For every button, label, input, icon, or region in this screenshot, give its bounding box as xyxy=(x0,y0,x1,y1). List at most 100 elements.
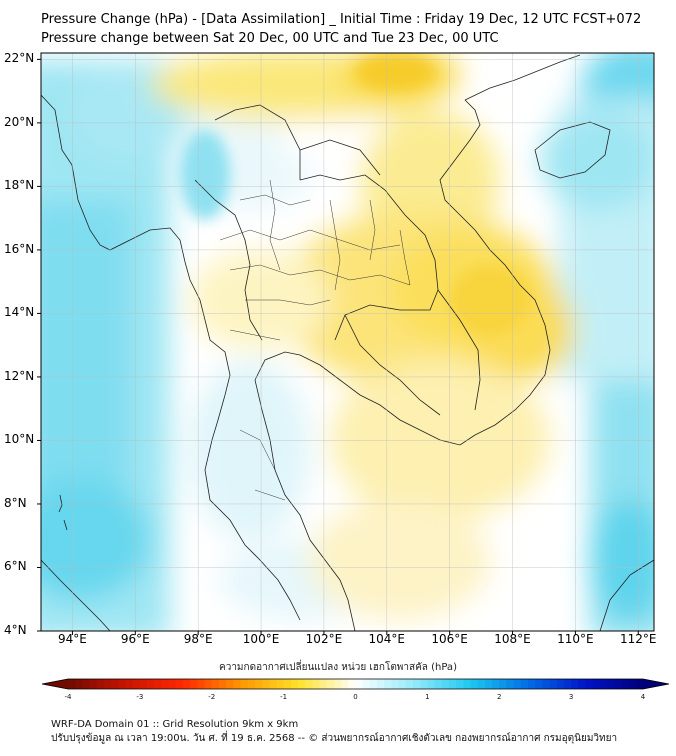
colorbar-cell xyxy=(520,679,529,689)
colorbar-cell xyxy=(556,679,565,689)
pressure-field xyxy=(41,53,654,631)
colorbar-cell xyxy=(585,679,594,689)
axis-ticks xyxy=(37,58,639,635)
lon-tick-label: 104°E xyxy=(368,632,406,646)
colorbar-cell xyxy=(269,679,277,689)
colorbar-cell xyxy=(384,679,392,689)
colorbar-cell xyxy=(118,679,126,689)
lon-tick-label: 108°E xyxy=(494,632,531,646)
colorbar-tick-label: -2 xyxy=(208,693,216,701)
colorbar-cell xyxy=(506,679,515,689)
colorbar-cell xyxy=(470,679,479,689)
colorbar-cell xyxy=(312,679,320,689)
colorbar-cell xyxy=(326,679,335,689)
colorbar-cell xyxy=(154,679,162,689)
colorbar-cell xyxy=(621,679,630,689)
lon-tick-label: 94°E xyxy=(57,632,87,646)
colorbar-cell xyxy=(305,679,313,689)
colorbar-cell xyxy=(139,679,148,689)
colorbar-cell xyxy=(391,679,400,689)
colorbar-cell xyxy=(427,679,435,689)
colorbar-cell xyxy=(283,679,292,689)
colorbar-cell xyxy=(82,679,90,689)
lat-tick-label: 14°N xyxy=(4,305,35,320)
colorbar-cell xyxy=(549,679,558,689)
colorbar-tick-label: 1 xyxy=(425,693,430,701)
lat-tick-label: 22°N xyxy=(4,51,35,66)
colorbar-tick-label: 0 xyxy=(353,693,358,701)
map-title: Pressure Change (hPa) - [Data Assimilati… xyxy=(41,10,641,48)
colorbar-cell xyxy=(290,679,299,689)
colorbar-cell xyxy=(168,679,177,689)
colorbar xyxy=(41,678,670,690)
lat-tick-label: 20°N xyxy=(4,114,35,129)
colorbar-cell xyxy=(319,679,328,689)
colorbar-cell xyxy=(254,679,263,689)
colorbar-cell xyxy=(592,679,601,689)
lat-tick-label: 10°N xyxy=(4,432,35,447)
lat-tick-label: 18°N xyxy=(4,178,35,193)
colorbar-cell xyxy=(542,679,550,689)
colorbar-tick-label: -1 xyxy=(280,693,288,701)
colorbar-cell xyxy=(369,679,378,689)
colorbar-cell xyxy=(434,679,443,689)
colorbar-cell xyxy=(183,679,191,689)
colorbar-cell xyxy=(578,679,586,689)
lon-tick-label: 110°E xyxy=(557,632,594,646)
colorbar-cell xyxy=(441,679,450,689)
colorbar-cell xyxy=(211,679,220,689)
lat-tick-label: 8°N xyxy=(4,495,27,510)
colorbar-cell xyxy=(197,679,205,689)
colorbar-cell xyxy=(405,679,414,689)
colorbar-min-extend xyxy=(42,679,68,689)
colorbar-cell xyxy=(492,679,500,689)
lat-tick-label: 16°N xyxy=(4,241,35,256)
colorbar-cell xyxy=(175,679,184,689)
colorbar-cell xyxy=(298,679,306,689)
colorbar-cell xyxy=(147,679,155,689)
colorbar-cell xyxy=(448,679,457,689)
colorbar-cell xyxy=(111,679,119,689)
colorbar-cell xyxy=(218,679,227,689)
lon-tick-label: 106°E xyxy=(431,632,468,646)
colorbar-cell xyxy=(635,679,644,689)
colorbar-cell xyxy=(68,679,76,689)
colorbar-tick-label: -3 xyxy=(136,693,144,701)
colorbar-cell xyxy=(233,679,241,689)
colorbar-cell xyxy=(96,679,105,689)
colorbar-cell xyxy=(190,679,198,689)
map-frame xyxy=(40,52,655,632)
colorbar-cell xyxy=(247,679,256,689)
colorbar-cell xyxy=(276,679,285,689)
colorbar-cell xyxy=(132,679,141,689)
colorbar-max-extend xyxy=(643,679,669,689)
footer: WRF-DA Domain 01 :: Grid Resolution 9km … xyxy=(51,718,617,746)
colorbar-cell xyxy=(377,679,385,689)
colorbar-tick-label: -4 xyxy=(64,693,72,701)
colorbar-cell xyxy=(333,679,342,689)
colorbar-cell xyxy=(103,679,112,689)
colorbar-tick-label: 3 xyxy=(568,693,574,701)
colorbar-tick-label: 2 xyxy=(497,693,502,701)
colorbar-cell xyxy=(420,679,428,689)
colorbar-cell xyxy=(89,679,98,689)
lon-tick-label: 102°E xyxy=(305,632,343,646)
colorbar-cell xyxy=(226,679,234,689)
lon-tick-label: 96°E xyxy=(120,632,150,646)
lat-tick-label: 12°N xyxy=(4,368,35,383)
colorbar-cell xyxy=(362,679,371,689)
colorbar-cell xyxy=(528,679,536,689)
title-line-2: Pressure change between Sat 20 Dec, 00 U… xyxy=(41,31,499,46)
title-line-1: Pressure Change (hPa) - [Data Assimilati… xyxy=(41,12,642,27)
lon-tick-label: 98°E xyxy=(183,632,213,646)
colorbar-cell xyxy=(355,679,364,689)
colorbar-cell xyxy=(563,679,572,689)
colorbar-cell xyxy=(341,679,349,689)
colorbar-cell xyxy=(571,679,579,689)
colorbar-cell xyxy=(477,679,486,689)
colorbar-cell xyxy=(161,679,170,689)
lat-tick-label: 4°N xyxy=(4,623,27,637)
colorbar-cell xyxy=(607,679,615,689)
lat-tick-label: 6°N xyxy=(4,559,27,574)
colorbar-cell xyxy=(348,679,356,689)
